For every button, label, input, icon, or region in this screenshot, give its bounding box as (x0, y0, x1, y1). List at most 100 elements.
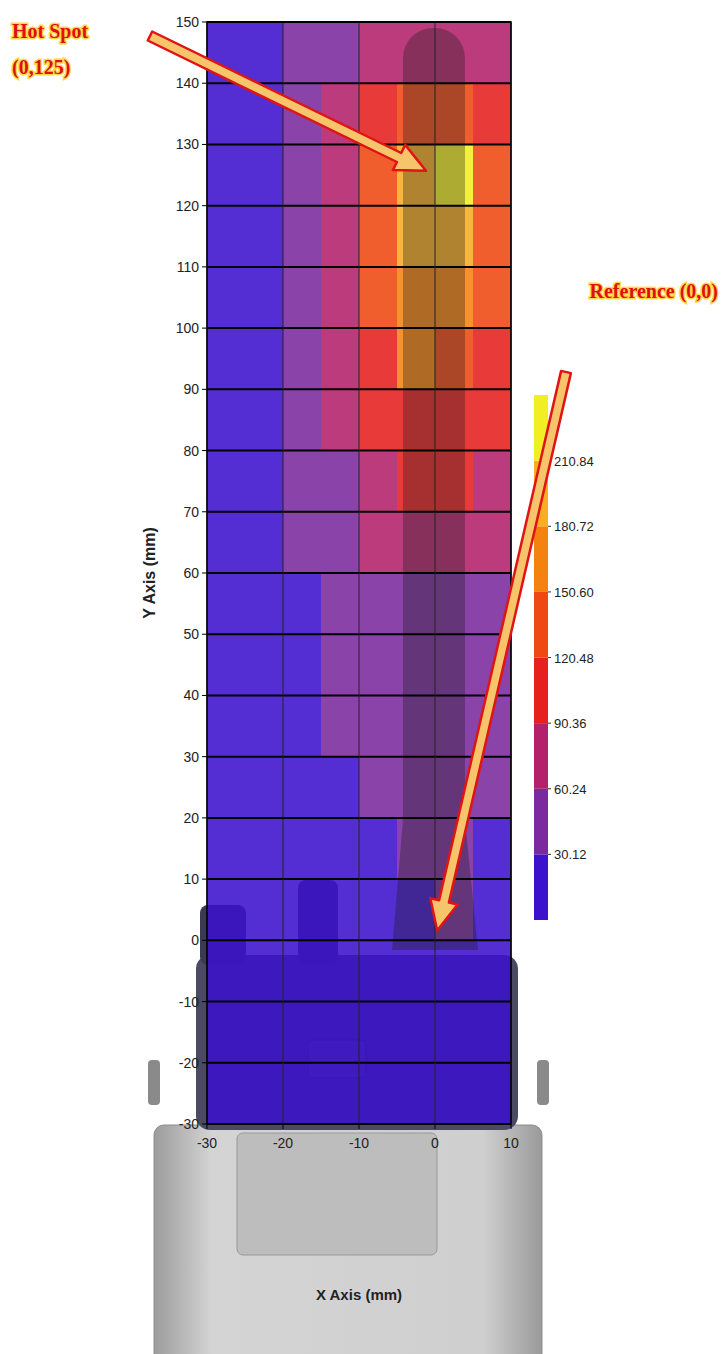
heat-cell (283, 573, 322, 635)
annotation-arrow (430, 371, 571, 931)
heat-cell (245, 573, 284, 635)
color-tick-label: 180.72 (554, 519, 594, 534)
side-clip (537, 1060, 549, 1105)
tick-y (202, 144, 207, 145)
heat-cell (207, 573, 246, 635)
heat-cell (321, 144, 360, 206)
heat-cell (473, 206, 511, 268)
tick-label-y: 30 (183, 749, 199, 765)
heat-cell (473, 22, 511, 84)
tick-x (511, 1124, 512, 1129)
heat-cell (321, 940, 360, 1002)
heat-cell (473, 267, 511, 329)
y-axis-title: Y Axis (mm) (141, 527, 158, 619)
tick-y (202, 1001, 207, 1002)
tick-label-x: 0 (431, 1135, 439, 1151)
heat-cell (245, 389, 284, 451)
heat-cell (283, 22, 322, 84)
heat-cell (245, 144, 284, 206)
tick-y (202, 328, 207, 329)
tick-label-y: -30 (179, 1116, 199, 1132)
tick-y (202, 83, 207, 84)
heat-cell (283, 451, 322, 513)
tick-x (435, 1124, 436, 1129)
heat-cell (283, 634, 322, 696)
heat-cell (321, 1002, 360, 1064)
heat-cell (473, 83, 511, 145)
annotation-text: Hot Spot (12, 20, 88, 43)
heat-cell (207, 818, 246, 880)
color-band (534, 658, 548, 724)
heatmap (207, 22, 511, 1124)
color-tick (548, 657, 551, 658)
heat-cell (321, 634, 360, 696)
tick-y (202, 817, 207, 818)
color-tick (548, 526, 551, 527)
heat-cell (245, 940, 284, 1002)
grid-line-x (359, 22, 360, 1124)
tick-y (202, 879, 207, 880)
heat-cell (245, 451, 284, 513)
heat-cell (473, 940, 511, 1002)
heat-cell (359, 695, 398, 757)
heat-cell (397, 1063, 436, 1124)
heat-cell (397, 1002, 436, 1064)
tick-label-y: 90 (183, 381, 199, 397)
heat-cell (207, 512, 246, 574)
heat-cell (473, 1002, 511, 1064)
annotation-text: (0,125) (12, 56, 70, 79)
plot-frame (207, 22, 511, 1124)
color-tick-label: 60.24 (554, 782, 587, 797)
heat-cell (321, 267, 360, 329)
heat-cell (473, 144, 511, 206)
tick-y (202, 511, 207, 512)
color-tick (548, 854, 551, 855)
heat-cell (245, 206, 284, 268)
heat-cell (359, 512, 398, 574)
heat-cell (359, 22, 398, 84)
heat-cell (321, 451, 360, 513)
heat-cell (359, 818, 398, 880)
heat-cell (359, 1002, 398, 1064)
heat-cell (245, 879, 284, 941)
heat-cell (283, 206, 322, 268)
heat-cell (283, 389, 322, 451)
tick-label-x: -20 (273, 1135, 293, 1151)
heat-cell (321, 1063, 360, 1124)
heat-cell (321, 818, 360, 880)
heat-cell (359, 1063, 398, 1124)
heat-cell (435, 1063, 474, 1124)
grid-line-x (283, 22, 284, 1124)
heat-cell (207, 757, 246, 819)
tick-y (202, 940, 207, 941)
tick-label-y: 50 (183, 626, 199, 642)
color-band (534, 789, 548, 855)
heat-cell (359, 451, 398, 513)
heat-cell (321, 695, 360, 757)
heat-cell (321, 22, 360, 84)
side-clip (148, 1060, 160, 1105)
annotation-text: Reference (0,0) (590, 280, 718, 303)
heat-cell (245, 757, 284, 819)
tick-y (202, 695, 207, 696)
heat-cell (207, 940, 246, 1002)
color-band (534, 723, 548, 789)
heat-cell (207, 1002, 246, 1064)
heat-cell (473, 1063, 511, 1124)
heat-cell (207, 634, 246, 696)
color-band (534, 526, 548, 592)
heat-cell (435, 1002, 474, 1064)
color-tick-label: 120.48 (554, 651, 594, 666)
tick-label-y: 130 (176, 136, 200, 152)
annotation-arrow (148, 32, 426, 171)
tick-label-y: 80 (183, 443, 199, 459)
heat-cell (283, 512, 322, 574)
tick-x (359, 1124, 360, 1129)
radio (148, 880, 549, 1354)
tick-label-y: 0 (191, 932, 199, 948)
color-tick-label: 90.36 (554, 716, 587, 731)
color-tick (548, 591, 551, 592)
tick-y (202, 389, 207, 390)
heat-cell (207, 206, 246, 268)
heat-cell (359, 573, 398, 635)
